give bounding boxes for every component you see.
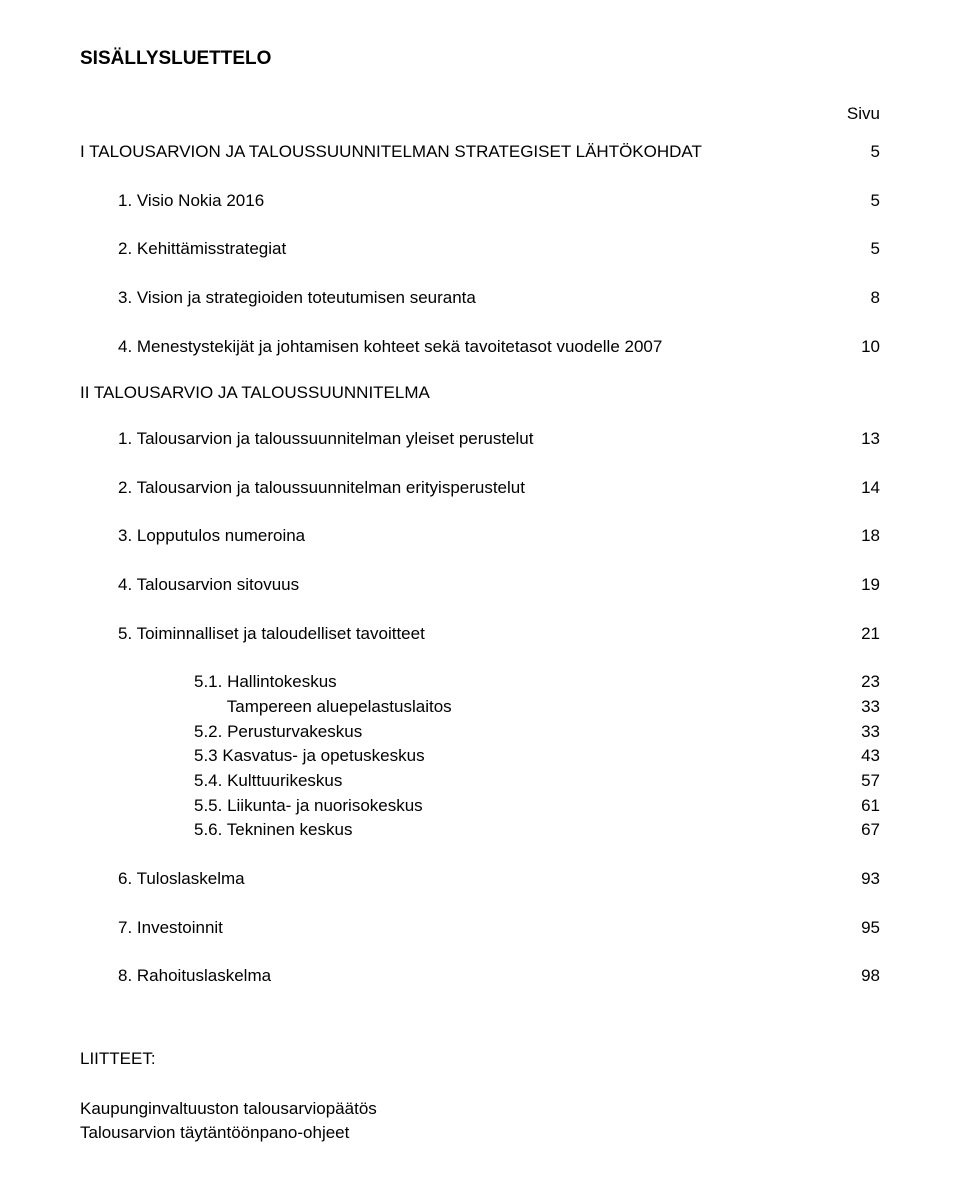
toc-entry-page: 93 — [861, 867, 880, 892]
toc-entry: 6. Tuloslaskelma 93 — [80, 867, 880, 892]
toc-entry-page: 18 — [861, 524, 880, 549]
toc-entry-page: 19 — [861, 573, 880, 598]
toc-entry: 3. Lopputulos numeroina 18 — [80, 524, 880, 549]
toc-entry: 4. Menestystekijät ja johtamisen kohteet… — [80, 335, 880, 360]
toc-subentry: 5.5. Liikunta- ja nuorisokeskus 61 — [80, 794, 880, 819]
attachments-title: LIITTEET: — [80, 1049, 880, 1069]
toc-entry-label: 1. Talousarvion ja taloussuunnitelman yl… — [118, 427, 861, 452]
toc-subentry-label: 5.1. Hallintokeskus — [194, 670, 861, 695]
toc-entry-label: 2. Talousarvion ja taloussuunnitelman er… — [118, 476, 861, 501]
attachments-item: Kaupunginvaltuuston talousarviopäätös — [80, 1097, 880, 1122]
toc-entry-label: 2. Kehittämisstrategiat — [118, 237, 871, 262]
toc-entry: 4. Talousarvion sitovuus 19 — [80, 573, 880, 598]
toc-entry-page: 13 — [861, 427, 880, 452]
toc-entry-page: 95 — [861, 916, 880, 941]
toc-entry-page: 21 — [861, 622, 880, 647]
toc-section-heading: I TALOUSARVION JA TALOUSSUUNNITELMAN STR… — [80, 140, 880, 165]
toc-subentry-label: 5.3 Kasvatus- ja opetuskeskus — [194, 744, 861, 769]
toc-subentry: 5.2. Perusturvakeskus 33 — [80, 720, 880, 745]
toc-subentry-page: 61 — [861, 794, 880, 819]
toc-entry-page: 14 — [861, 476, 880, 501]
toc-entry-label: 5. Toiminnalliset ja taloudelliset tavoi… — [118, 622, 861, 647]
toc-entry-label: 1. Visio Nokia 2016 — [118, 189, 871, 214]
toc-entry-label: 4. Talousarvion sitovuus — [118, 573, 861, 598]
toc-subentry-page: 23 — [861, 670, 880, 695]
toc-subentry-label: 5.5. Liikunta- ja nuorisokeskus — [194, 794, 861, 819]
toc-entry-label: 6. Tuloslaskelma — [118, 867, 861, 892]
toc-entry-label: 4. Menestystekijät ja johtamisen kohteet… — [118, 335, 861, 360]
toc-subentry-page: 57 — [861, 769, 880, 794]
toc-entry-label: 8. Rahoituslaskelma — [118, 964, 861, 989]
toc-entry-page: 98 — [861, 964, 880, 989]
toc-entry-page: 5 — [871, 237, 880, 262]
toc-entry: 2. Talousarvion ja taloussuunnitelman er… — [80, 476, 880, 501]
toc-subentry: 5.1. Hallintokeskus 23 — [80, 670, 880, 695]
section-I-page: 5 — [871, 140, 880, 165]
toc-subentry-label: 5.4. Kulttuurikeskus — [194, 769, 861, 794]
attachments-item: Talousarvion täytäntöönpano-ohjeet — [80, 1121, 880, 1146]
toc-entry: 5. Toiminnalliset ja taloudelliset tavoi… — [80, 622, 880, 647]
toc-subentry: Tampereen aluepelastuslaitos 33 — [80, 695, 880, 720]
toc-entry-page: 5 — [871, 189, 880, 214]
section-I-heading: I TALOUSARVION JA TALOUSSUUNNITELMAN STR… — [80, 140, 871, 165]
toc-entry: 8. Rahoituslaskelma 98 — [80, 964, 880, 989]
page-label-row: Sivu — [80, 104, 880, 124]
toc-subentry-label: 5.6. Tekninen keskus — [194, 818, 861, 843]
toc-subentry-label: Tampereen aluepelastuslaitos — [194, 695, 861, 720]
toc-subentry: 5.6. Tekninen keskus 67 — [80, 818, 880, 843]
toc-entry-label: 3. Lopputulos numeroina — [118, 524, 861, 549]
toc-subentry: 5.4. Kulttuurikeskus 57 — [80, 769, 880, 794]
toc-entry: 1. Talousarvion ja taloussuunnitelman yl… — [80, 427, 880, 452]
document-page: SISÄLLYSLUETTELO Sivu I TALOUSARVION JA … — [0, 0, 960, 1194]
toc-subentry-page: 43 — [861, 744, 880, 769]
toc-entry-page: 10 — [861, 335, 880, 360]
toc-entry-page: 8 — [871, 286, 880, 311]
toc-entry: 7. Investoinnit 95 — [80, 916, 880, 941]
section-II-heading: II TALOUSARVIO JA TALOUSSUUNNITELMA — [80, 383, 880, 403]
toc-subentry-label: 5.2. Perusturvakeskus — [194, 720, 861, 745]
doc-title: SISÄLLYSLUETTELO — [80, 48, 880, 70]
toc-entry: 1. Visio Nokia 2016 5 — [80, 189, 880, 214]
toc-entry-label: 3. Vision ja strategioiden toteutumisen … — [118, 286, 871, 311]
toc-entry: 2. Kehittämisstrategiat 5 — [80, 237, 880, 262]
toc-entry-label: 7. Investoinnit — [118, 916, 861, 941]
toc-entry: 3. Vision ja strategioiden toteutumisen … — [80, 286, 880, 311]
page-label: Sivu — [847, 104, 880, 124]
toc-subentry-page: 33 — [861, 695, 880, 720]
toc-subentry-page: 33 — [861, 720, 880, 745]
toc-subentry: 5.3 Kasvatus- ja opetuskeskus 43 — [80, 744, 880, 769]
toc-subentry-page: 67 — [861, 818, 880, 843]
